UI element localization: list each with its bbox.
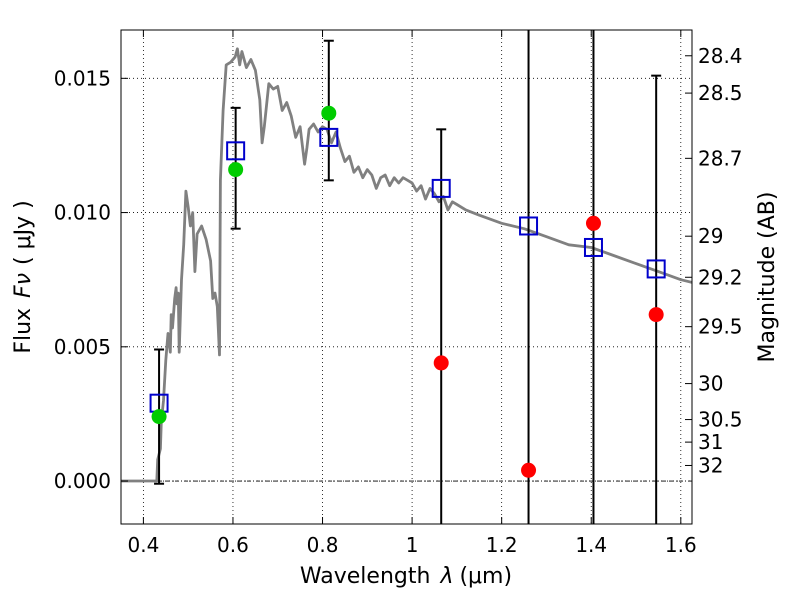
x-tick-label: 1.6 [665,533,697,557]
non-detection-point [648,307,664,323]
model-photometry-square [431,178,451,198]
spectrum-line [121,47,692,483]
x-tick-label: 0.4 [127,533,159,557]
model-photometry-square [319,127,339,147]
y2-tick-label: 30 [698,372,723,396]
plot-frame [120,29,693,525]
y2-tick-label: 30.5 [698,408,743,432]
y2-tick-label: 31 [698,430,723,454]
model-photometry-square [646,259,666,279]
x-axis-label: Wavelength λ (μm) [300,564,512,589]
x-tick-label: 1.2 [486,533,518,557]
model-photometry-square [583,237,603,257]
non-detection-point [521,462,537,478]
x-axis-ticks: 0.4 0.6 0.8 1 1.2 1.4 1.6 [127,30,697,557]
y2-tick-label: 29 [698,224,723,248]
x-tick-label: 1.4 [575,533,607,557]
model-spectrum [121,47,692,483]
x-tick-label: 0.6 [217,533,249,557]
model-photometry-square [226,141,246,161]
y-tick-label: 0.000 [54,469,111,493]
x-tick-label: 1 [406,533,419,557]
model-photometry-square [519,216,539,236]
non-detections [433,215,664,478]
grid [121,30,692,524]
x-tick-label: 0.8 [307,533,339,557]
y-axis-ticks: 0.000 0.005 0.010 0.015 [54,66,128,493]
y2-tick-label: 28.7 [698,146,743,170]
non-detection-point [433,355,449,371]
detection-point [321,105,337,121]
y2-tick-label: 28.5 [698,81,743,105]
y-tick-label: 0.015 [54,66,111,90]
y2-tick-label: 29.2 [698,265,743,289]
y2-axis-label: Magnitude (AB) [755,192,780,363]
detection-point [228,162,244,178]
model-photometry [149,127,666,413]
y-tick-label: 0.005 [54,335,111,359]
y-axis-label: FluxFν( μJy ) [11,200,36,353]
y2-tick-label: 29.5 [698,315,743,339]
y2-tick-label: 32 [698,453,723,477]
y2-tick-label: 28.4 [698,44,743,68]
non-detection-point [585,215,601,231]
detection-point [151,409,167,425]
error-bars [154,30,662,524]
detections [151,105,337,425]
y-tick-label: 0.010 [54,201,111,225]
